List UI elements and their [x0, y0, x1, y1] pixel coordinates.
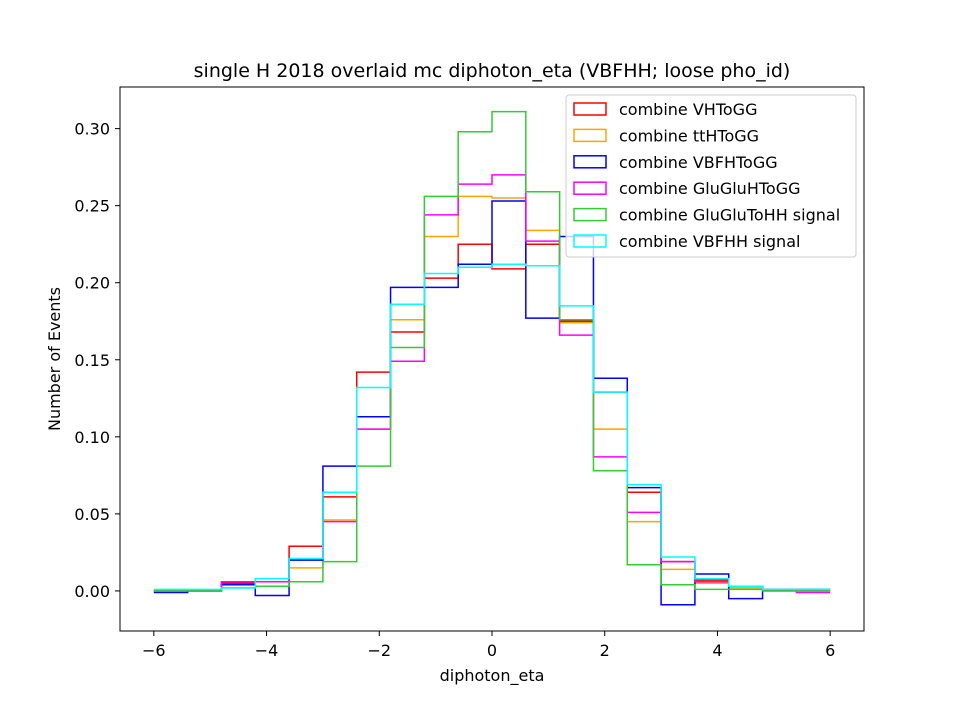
y-axis: 0.00 0.05 0.10 0.15 0.20 0.25 0.30 — [74, 120, 120, 601]
x-tick-label: 0 — [487, 641, 497, 660]
legend: combine VHToGG combine ttHToGG combine VBF… — [565, 94, 857, 258]
x-tick-label: 2 — [600, 641, 610, 660]
legend-box — [565, 94, 857, 258]
legend-label: combine ttHToGG — [619, 126, 759, 145]
series-2-step — [153, 200, 831, 606]
legend-label: combine VHToGG — [619, 100, 757, 119]
series-4-step — [153, 110, 831, 592]
y-tick-label: 0.15 — [74, 351, 110, 370]
legend-swatch — [573, 181, 607, 195]
y-tick-label: 0.10 — [74, 428, 110, 447]
y-tick-label: 0.05 — [74, 505, 110, 524]
x-tick-label: −6 — [142, 641, 166, 660]
legend-label: combine GluGluToHH signal — [619, 206, 840, 225]
series-layer — [153, 110, 831, 606]
x-tick-label: 4 — [712, 641, 722, 660]
legend-swatch — [573, 207, 607, 222]
y-tick-label: 0.25 — [74, 197, 110, 216]
legend-swatch — [573, 102, 607, 116]
series-0-step — [153, 243, 831, 592]
x-tick-label: −4 — [255, 641, 279, 660]
x-tick-label: −2 — [367, 641, 391, 660]
x-axis-label: diphoton_eta — [440, 666, 545, 686]
legend-swatch — [573, 234, 607, 248]
y-tick-label: 0.00 — [74, 582, 110, 601]
y-tick-label: 0.30 — [74, 120, 110, 139]
series-5-step — [153, 263, 831, 591]
y-tick-label: 0.20 — [74, 274, 110, 293]
legend-label: combine GluGluHToGG — [619, 179, 800, 198]
legend-swatch — [573, 128, 607, 143]
y-axis-label: Number of Events — [45, 287, 64, 431]
x-axis: −6 −4 −2 0 2 4 6 — [142, 631, 835, 660]
legend-label: combine VBFHH signal — [619, 232, 800, 251]
chart-title: single H 2018 overlaid mc diphoton_eta (… — [194, 60, 791, 82]
x-tick-label: 6 — [825, 641, 835, 660]
legend-label: combine VBFHToGG — [619, 153, 778, 172]
legend-swatch — [573, 155, 607, 169]
